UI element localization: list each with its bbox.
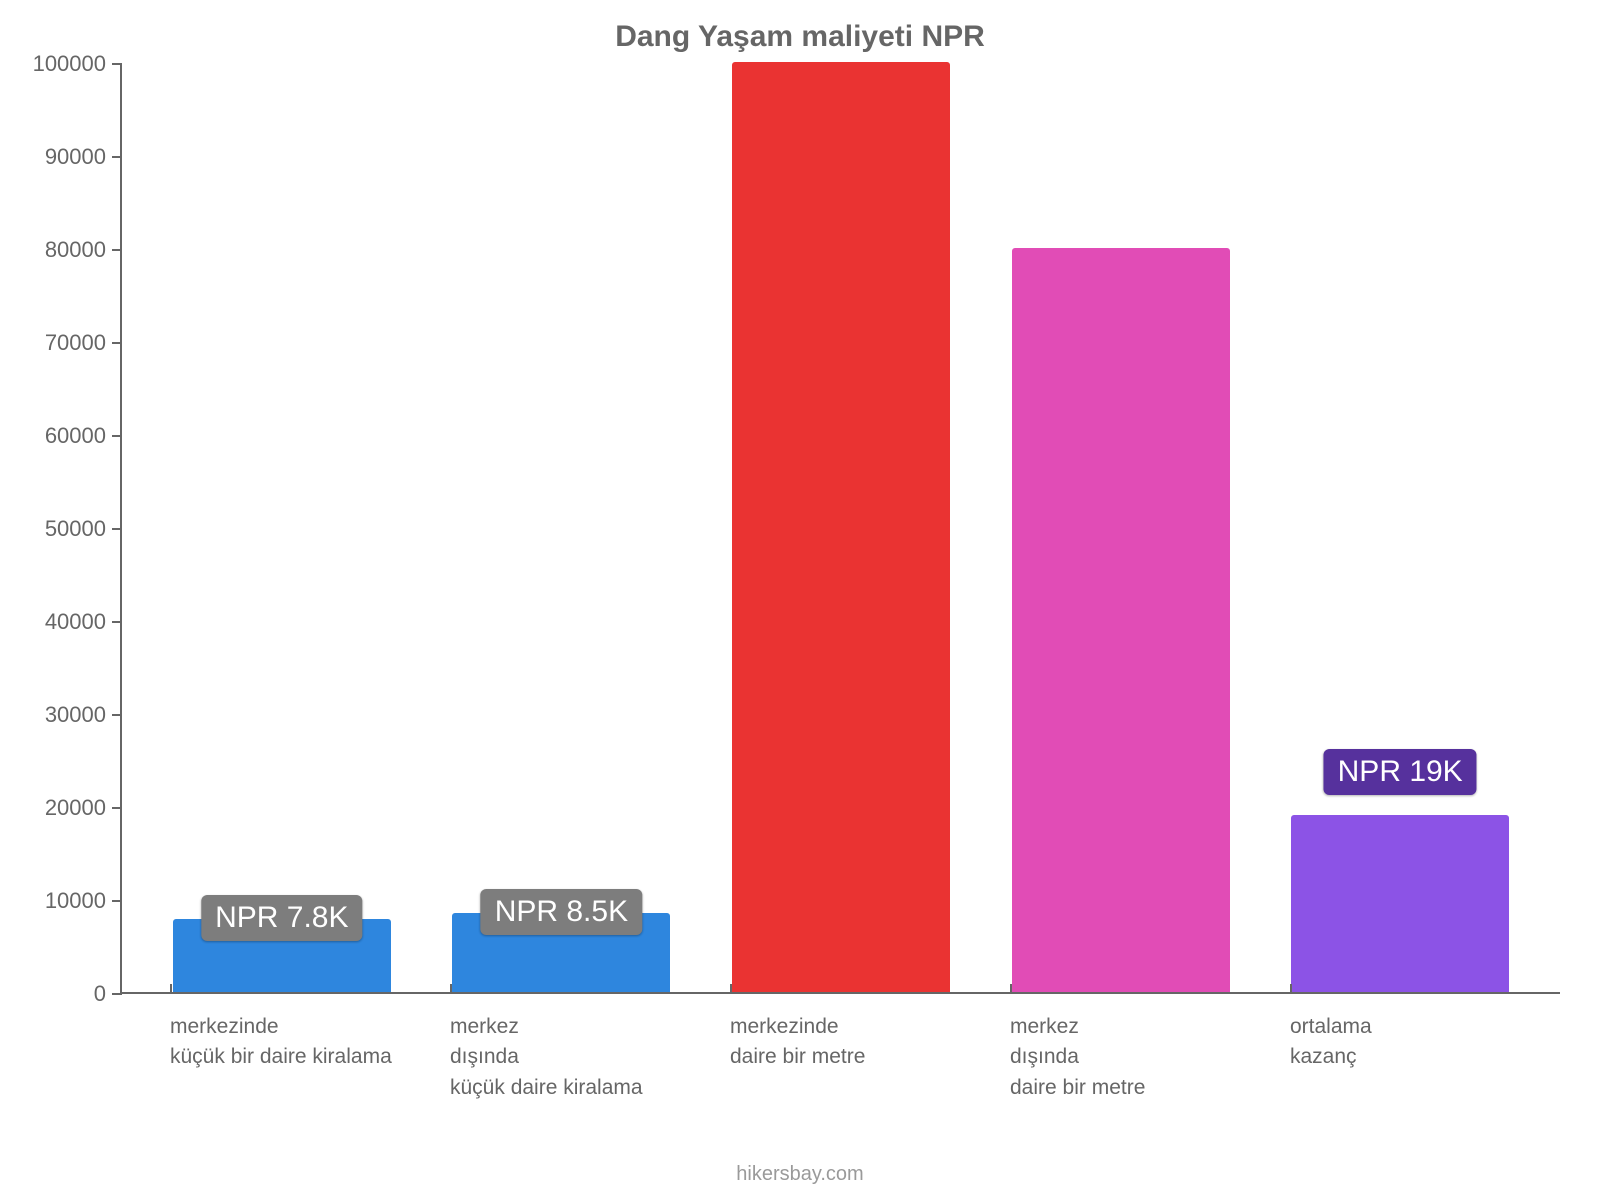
y-tick-label: 100000 <box>33 51 106 77</box>
bar-slot: NPR 19K <box>1260 64 1540 992</box>
y-tick-mark <box>112 807 122 809</box>
y-tick: 60000 <box>112 435 122 437</box>
bar-slot: NPR 80K <box>981 64 1261 992</box>
x-axis-label: merkezindedaire bir metre <box>700 994 980 1103</box>
x-tick-mark <box>730 984 732 994</box>
y-tick: 80000 <box>112 249 122 251</box>
x-axis-label-line: merkezinde <box>730 1012 970 1042</box>
x-axis-label-line: daire bir metre <box>1010 1073 1250 1103</box>
y-tick-label: 50000 <box>45 516 106 542</box>
y-tick: 10000 <box>112 900 122 902</box>
y-tick-label: 30000 <box>45 702 106 728</box>
y-tick-mark <box>112 342 122 344</box>
bar-slot: NPR 100K <box>701 64 981 992</box>
x-axis-label-line: merkez <box>1010 1012 1250 1042</box>
chart-title: Dang Yaşam maliyeti NPR <box>0 20 1600 54</box>
y-tick-mark <box>112 528 122 530</box>
y-tick-label: 60000 <box>45 423 106 449</box>
y-tick-mark <box>112 714 122 716</box>
bar-value-badge: NPR 19K <box>1324 749 1477 795</box>
x-axis-label-line: küçük daire kiralama <box>450 1073 690 1103</box>
y-tick-label: 90000 <box>45 144 106 170</box>
bar <box>732 62 950 992</box>
x-axis-label-line: merkezinde <box>170 1012 410 1042</box>
x-axis-label-line: daire bir metre <box>730 1042 970 1072</box>
y-tick-mark <box>112 435 122 437</box>
x-tick-mark <box>170 984 172 994</box>
y-tick-label: 80000 <box>45 237 106 263</box>
x-axis-label: merkezindeküçük bir daire kiralama <box>140 994 420 1103</box>
x-tick-mark <box>1010 984 1012 994</box>
bar-value-badge: NPR 8.5K <box>481 889 642 935</box>
footer-credit: hikersbay.com <box>0 1163 1600 1186</box>
y-tick: 20000 <box>112 807 122 809</box>
y-tick: 50000 <box>112 528 122 530</box>
y-tick-label: 0 <box>94 981 106 1007</box>
y-tick: 100000 <box>112 63 122 65</box>
y-tick: 30000 <box>112 714 122 716</box>
bar <box>1291 815 1509 992</box>
y-tick-mark <box>112 249 122 251</box>
x-axis-label-line: dışında <box>450 1042 690 1072</box>
y-tick-mark <box>112 156 122 158</box>
x-axis-label: ortalamakazanç <box>1260 994 1540 1103</box>
x-axis-label-line: kazanç <box>1290 1042 1530 1072</box>
cost-of-living-chart: Dang Yaşam maliyeti NPR NPR 7.8K NPR 8.5K… <box>0 0 1600 1200</box>
bar-value-badge: NPR 7.8K <box>201 895 362 941</box>
y-tick-label: 40000 <box>45 609 106 635</box>
x-axis-label-line: merkez <box>450 1012 690 1042</box>
x-axis-label: merkezdışındadaire bir metre <box>980 994 1260 1103</box>
bars-row: NPR 7.8K NPR 8.5K NPR 100KNPR 80K NPR 19K <box>122 64 1560 992</box>
bar <box>1012 248 1230 992</box>
y-tick-mark <box>112 900 122 902</box>
x-axis-label-line: dışında <box>1010 1042 1250 1072</box>
x-tick-mark <box>450 984 452 994</box>
y-tick: 90000 <box>112 156 122 158</box>
y-tick-label: 70000 <box>45 330 106 356</box>
plot-outer: NPR 7.8KNPR 8.5KNPR 100KNPR 80KNPR 19K 0… <box>120 64 1560 994</box>
y-tick: 40000 <box>112 621 122 623</box>
x-axis-labels: merkezindeküçük bir daire kiralamamerkez… <box>120 994 1560 1103</box>
x-axis-label: merkezdışındaküçük daire kiralama <box>420 994 700 1103</box>
y-tick-mark <box>112 63 122 65</box>
x-axis-label-line: küçük bir daire kiralama <box>170 1042 410 1072</box>
y-tick-label: 20000 <box>45 795 106 821</box>
plot-area: NPR 7.8KNPR 8.5KNPR 100KNPR 80KNPR 19K 0… <box>120 64 1560 994</box>
bar-slot: NPR 7.8K <box>142 64 422 992</box>
bar-slot: NPR 8.5K <box>422 64 702 992</box>
y-tick: 70000 <box>112 342 122 344</box>
x-axis-label-line: ortalama <box>1290 1012 1530 1042</box>
y-tick-label: 10000 <box>45 888 106 914</box>
x-tick-mark <box>1290 984 1292 994</box>
y-tick-mark <box>112 621 122 623</box>
